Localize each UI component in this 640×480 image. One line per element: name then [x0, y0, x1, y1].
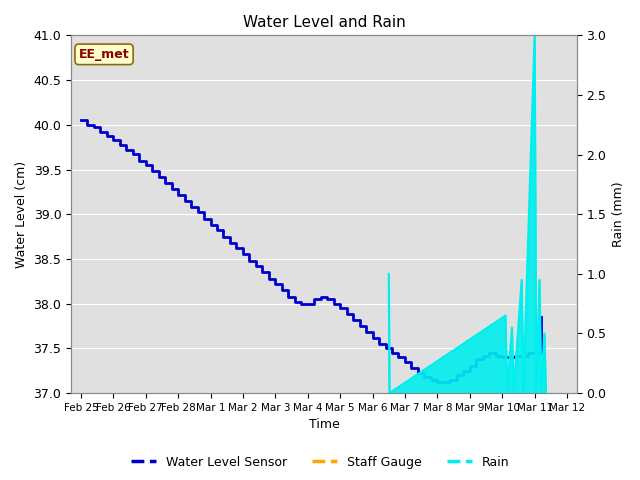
Title: Water Level and Rain: Water Level and Rain — [243, 15, 405, 30]
Y-axis label: Rain (mm): Rain (mm) — [612, 181, 625, 247]
X-axis label: Time: Time — [308, 419, 339, 432]
Y-axis label: Water Level (cm): Water Level (cm) — [15, 161, 28, 268]
Legend: Water Level Sensor, Staff Gauge, Rain: Water Level Sensor, Staff Gauge, Rain — [125, 451, 515, 474]
Text: EE_met: EE_met — [79, 48, 129, 61]
